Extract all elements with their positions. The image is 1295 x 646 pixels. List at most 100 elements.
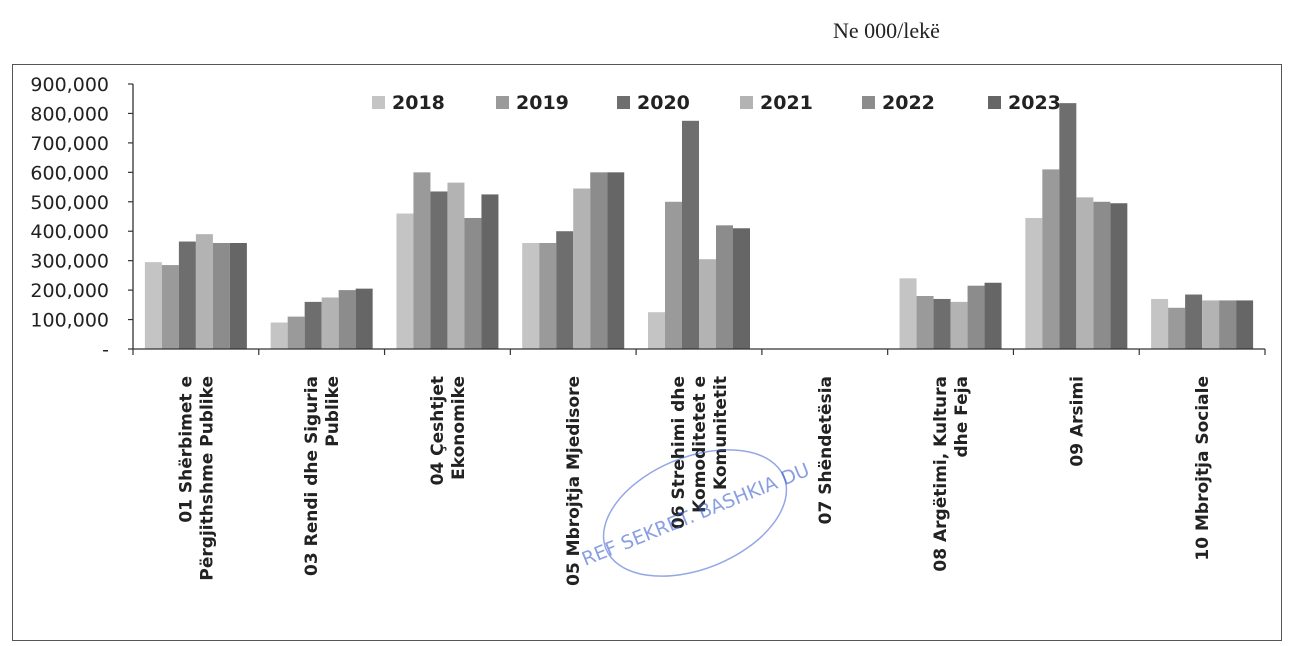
bar-2022-5 <box>716 225 733 349</box>
legend-label-2018: 2018 <box>392 92 445 114</box>
x-category-label: 05 Mbrojtja Mjedisore <box>564 376 584 586</box>
bar-2023-3 <box>481 194 499 349</box>
legend-label-2021: 2021 <box>760 92 813 114</box>
y-tick-label: 700,000 <box>30 133 109 155</box>
axes-layer: - 100,000 200,000 300,000 400,000 500,000 600,… <box>30 74 1266 586</box>
x-category-label-line: 01 Shërbimet e <box>176 376 196 523</box>
bars-layer <box>144 103 1254 349</box>
y-tick-label: 200,000 <box>30 280 109 302</box>
bar-2019-4 <box>539 243 557 349</box>
unit-note: Ne 000/lekë <box>833 18 940 43</box>
bar-2022-7 <box>967 285 985 349</box>
bar-2018-2 <box>270 322 288 349</box>
x-category-label-line: Ekonomike <box>449 376 469 480</box>
bar-2023-9 <box>1236 300 1254 349</box>
bar-2021-9 <box>1202 300 1220 349</box>
x-category-label: 06 Strehimi dheKomoditetet eKomunitetit <box>669 376 731 529</box>
bar-2021-7 <box>950 301 968 349</box>
x-category-label-line: 03 Rendi dhe Siguria <box>302 376 322 576</box>
bar-2018-9 <box>1151 298 1169 349</box>
bar-2020-4 <box>556 231 574 349</box>
bar-2022-3 <box>464 217 482 349</box>
bar-2020-1 <box>178 241 196 349</box>
x-category-label: 04 ÇeshtjetEkonomike <box>428 376 469 485</box>
bar-2023-7 <box>984 282 1002 349</box>
x-category-label-line: 10 Mbrojtja Sociale <box>1193 376 1213 561</box>
bar-2020-8 <box>1059 103 1077 349</box>
bar-2023-1 <box>229 243 247 349</box>
bar-2020-2 <box>304 301 322 349</box>
bar-2021-4 <box>573 188 591 349</box>
y-tick-label: 600,000 <box>30 162 109 184</box>
legend-swatch-2022 <box>862 96 875 109</box>
bar-2020-9 <box>1185 294 1203 349</box>
y-tick-label: 300,000 <box>30 251 109 273</box>
x-category-label-line: 08 Argëtimi, Kultura <box>931 376 951 572</box>
x-category-label-line: 06 Strehimi dhe <box>669 376 689 529</box>
x-category-label: 08 Argëtimi, Kulturadhe Feja <box>931 376 972 572</box>
bar-2018-5 <box>648 312 665 349</box>
bar-2018-8 <box>1025 217 1043 349</box>
legend-swatch-2018 <box>372 96 385 109</box>
bar-2022-2 <box>338 290 356 349</box>
x-category-label-line: 09 Arsimi <box>1067 376 1087 467</box>
bar-2022-8 <box>1093 201 1111 349</box>
legend-label-2020: 2020 <box>637 92 690 114</box>
bar-2020-5 <box>682 120 699 349</box>
bar-2019-9 <box>1168 307 1186 349</box>
y-tick-label: 900,000 <box>30 74 109 96</box>
bar-2019-5 <box>665 201 682 349</box>
legend-label-2019: 2019 <box>516 92 569 114</box>
bar-2019-2 <box>287 316 305 349</box>
bar-2018-4 <box>522 243 540 349</box>
x-category-label-line: Publike <box>323 376 343 447</box>
x-category-label-line: dhe Feja <box>952 376 972 457</box>
bar-2020-3 <box>430 191 448 349</box>
bar-2023-8 <box>1110 203 1128 349</box>
legend-swatch-2023 <box>988 96 1001 109</box>
x-category-label: 03 Rendi dhe SiguriaPublike <box>302 376 343 576</box>
x-category-label-line: Komunitetit <box>711 376 731 490</box>
y-tick-label: 800,000 <box>30 103 109 125</box>
bar-2019-8 <box>1042 169 1060 349</box>
bar-2018-7 <box>899 278 917 349</box>
legend-label-2022: 2022 <box>882 92 935 114</box>
legend-label-2023: 2023 <box>1008 92 1061 114</box>
x-category-label-line: 04 Çeshtjet <box>428 376 448 485</box>
bar-2019-1 <box>161 265 179 349</box>
bar-2023-4 <box>607 172 625 349</box>
x-category-label: 07 Shëndetësia <box>816 376 836 524</box>
bar-2021-2 <box>321 297 339 349</box>
bar-2023-2 <box>355 288 373 349</box>
y-tick-label: 500,000 <box>30 192 109 214</box>
x-category-label: 09 Arsimi <box>1067 376 1087 467</box>
x-category-label-line: 05 Mbrojtja Mjedisore <box>564 376 584 586</box>
bar-2019-7 <box>916 296 934 349</box>
bar-2022-1 <box>212 243 230 349</box>
x-category-label: 10 Mbrojtja Sociale <box>1193 376 1213 561</box>
y-tick-label: 100,000 <box>30 310 109 332</box>
bar-2018-1 <box>144 262 162 349</box>
legend-swatch-2021 <box>740 96 753 109</box>
y-tick-label: - <box>102 339 109 361</box>
bar-2023-5 <box>733 228 750 349</box>
bar-2021-5 <box>699 259 716 349</box>
bar-2022-9 <box>1219 300 1237 349</box>
y-tick-label: 400,000 <box>30 221 109 243</box>
x-category-label-line: 07 Shëndetësia <box>816 376 836 524</box>
bar-2021-3 <box>447 182 465 349</box>
legend-swatch-2019 <box>496 96 509 109</box>
stamp-outline <box>602 449 788 577</box>
x-category-label-line: Komoditetet e <box>690 376 710 513</box>
x-category-label: 01 Shërbimet ePërgjithshme Publike <box>176 376 217 581</box>
bar-2018-3 <box>396 213 414 349</box>
bar-2021-8 <box>1076 197 1094 349</box>
x-category-label-line: Përgjithshme Publike <box>197 376 217 581</box>
bar-2022-4 <box>590 172 608 349</box>
bar-2021-1 <box>195 234 213 349</box>
legend: 2018 2019 2020 2021 2022 2023 <box>372 92 1061 114</box>
bar-2020-7 <box>933 298 951 349</box>
chart-frame <box>12 64 1282 641</box>
bar-2019-3 <box>413 172 431 349</box>
